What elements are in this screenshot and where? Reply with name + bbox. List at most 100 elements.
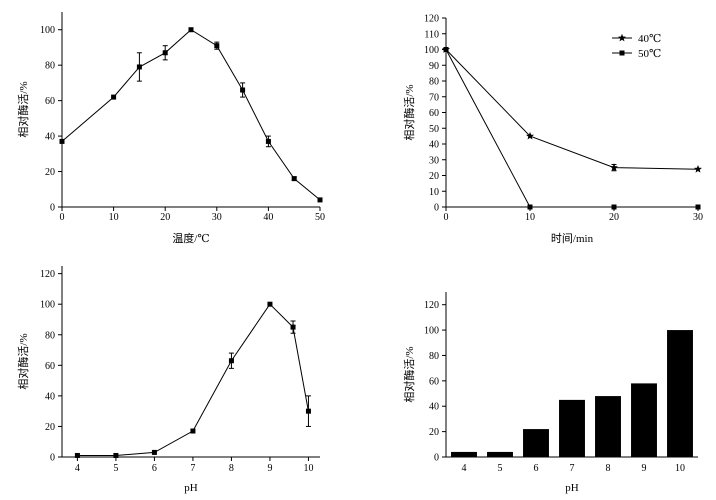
category-label: 4 xyxy=(462,463,467,474)
y-tick-label: 40 xyxy=(45,391,55,402)
y-tick-label: 10 xyxy=(429,187,439,198)
y-tick-label: 80 xyxy=(429,77,439,88)
y-tick-label: 50 xyxy=(429,124,439,135)
x-tick-label: 0 xyxy=(60,212,65,223)
y-tick-label: 100 xyxy=(424,326,439,337)
data-point xyxy=(610,163,618,172)
y-tick-label: 20 xyxy=(429,171,439,182)
data-point xyxy=(228,358,234,364)
category-label: 5 xyxy=(498,463,503,474)
bar xyxy=(451,451,477,457)
category-label: 8 xyxy=(606,463,611,474)
legend-label: 40℃ xyxy=(638,33,661,45)
y-tick-label: 60 xyxy=(429,376,439,387)
x-tick-label: 50 xyxy=(315,212,325,223)
data-point xyxy=(74,452,80,458)
y-tick-label: 20 xyxy=(429,427,439,438)
y-tick-label: 0 xyxy=(434,453,439,464)
x-tick-label: 6 xyxy=(152,463,157,474)
y-tick-label: 80 xyxy=(45,330,55,341)
legend-marker xyxy=(618,33,626,42)
x-tick-label: 7 xyxy=(190,463,195,474)
y-tick-label: 80 xyxy=(429,351,439,362)
x-tick-label: 0 xyxy=(444,212,449,223)
data-point xyxy=(113,452,119,458)
data-point xyxy=(136,64,142,70)
y-tick-label: 0 xyxy=(434,203,439,214)
bar xyxy=(487,451,513,457)
x-tick-label: 20 xyxy=(609,212,619,223)
x-tick-label: 30 xyxy=(212,212,222,223)
data-point xyxy=(190,428,196,434)
bar xyxy=(595,396,621,457)
y-tick-label: 40 xyxy=(429,402,439,413)
x-tick-label: 5 xyxy=(113,463,118,474)
data-point xyxy=(265,138,271,144)
y-tick-label: 100 xyxy=(40,300,55,311)
ph-activity-panel: 0 20 40 60 80 100 120 4 5 6 7 8 9 10 pH 相对酶活/% xyxy=(16,266,320,494)
temperature-panel: 0 20 40 60 80 100 0 10 20 30 40 50 温度/℃ 相对酶活/% xyxy=(16,12,325,245)
category-label: 7 xyxy=(570,463,575,474)
y-tick-label: 120 xyxy=(424,300,439,311)
y-tick-label: 100 xyxy=(40,25,55,36)
y-tick-label: 30 xyxy=(429,155,439,166)
x-tick-label: 20 xyxy=(160,212,170,223)
ph-stability-panel: 0 20 40 60 80 100 120 pH 相对酶活/% 4 5 6 7 8 9 10 xyxy=(402,292,698,494)
x-tick-label: 40 xyxy=(263,212,273,223)
y-tick-label: 60 xyxy=(45,96,55,107)
data-point xyxy=(240,87,246,93)
bar xyxy=(667,330,693,457)
time-stability-panel: 0 10 20 30 40 50 60 70 80 90 100 110 120 0 10 20 30 时间/mi… xyxy=(402,14,703,246)
y-tick-label: 120 xyxy=(424,14,439,25)
y-tick-label: 110 xyxy=(424,29,439,40)
x-tick-label: 4 xyxy=(75,463,80,474)
bar xyxy=(523,429,549,457)
y-tick-label: 60 xyxy=(45,361,55,372)
data-point xyxy=(290,324,296,330)
y-tick-label: 0 xyxy=(50,203,55,214)
series-line xyxy=(77,303,309,456)
x-tick-label: 10 xyxy=(303,463,313,474)
y-tick-label: 120 xyxy=(40,269,55,280)
y-axis-label: 相对酶活/% xyxy=(16,81,30,137)
data-point xyxy=(214,43,220,49)
series-line xyxy=(445,49,699,170)
data-point xyxy=(443,47,449,52)
data-point xyxy=(317,197,323,203)
x-tick-label: 10 xyxy=(525,212,535,223)
y-tick-label: 0 xyxy=(50,453,55,464)
x-tick-label: 10 xyxy=(109,212,119,223)
category-label: 6 xyxy=(534,463,539,474)
data-point xyxy=(695,204,701,210)
y-axis-label: 相对酶活/% xyxy=(16,333,30,389)
data-point xyxy=(305,408,311,414)
data-point xyxy=(111,94,117,100)
y-tick-label: 60 xyxy=(429,108,439,119)
x-axis-label: pH xyxy=(565,482,579,494)
y-tick-label: 80 xyxy=(45,61,55,72)
y-tick-label: 40 xyxy=(429,140,439,151)
data-point xyxy=(151,449,157,455)
data-point xyxy=(162,50,168,56)
legend-marker xyxy=(619,50,625,56)
y-axis-label: 相对酶活/% xyxy=(402,84,416,140)
data-point xyxy=(694,165,702,173)
y-tick-label: 40 xyxy=(45,132,55,143)
y-axis-label: 相对酶活/% xyxy=(402,346,416,402)
y-tick-label: 90 xyxy=(429,61,439,72)
bar xyxy=(631,383,657,457)
y-tick-label: 70 xyxy=(429,92,439,103)
data-point xyxy=(267,301,273,307)
data-point xyxy=(527,204,533,210)
data-point xyxy=(59,138,65,144)
x-tick-label: 9 xyxy=(267,463,272,474)
data-point xyxy=(526,131,534,140)
series-line xyxy=(61,29,321,201)
bar xyxy=(559,399,585,457)
y-tick-label: 100 xyxy=(424,45,439,56)
data-point xyxy=(611,204,617,210)
x-axis-label: 时间/min xyxy=(551,232,594,245)
x-axis-label: pH xyxy=(184,482,198,494)
x-tick-label: 8 xyxy=(229,463,234,474)
